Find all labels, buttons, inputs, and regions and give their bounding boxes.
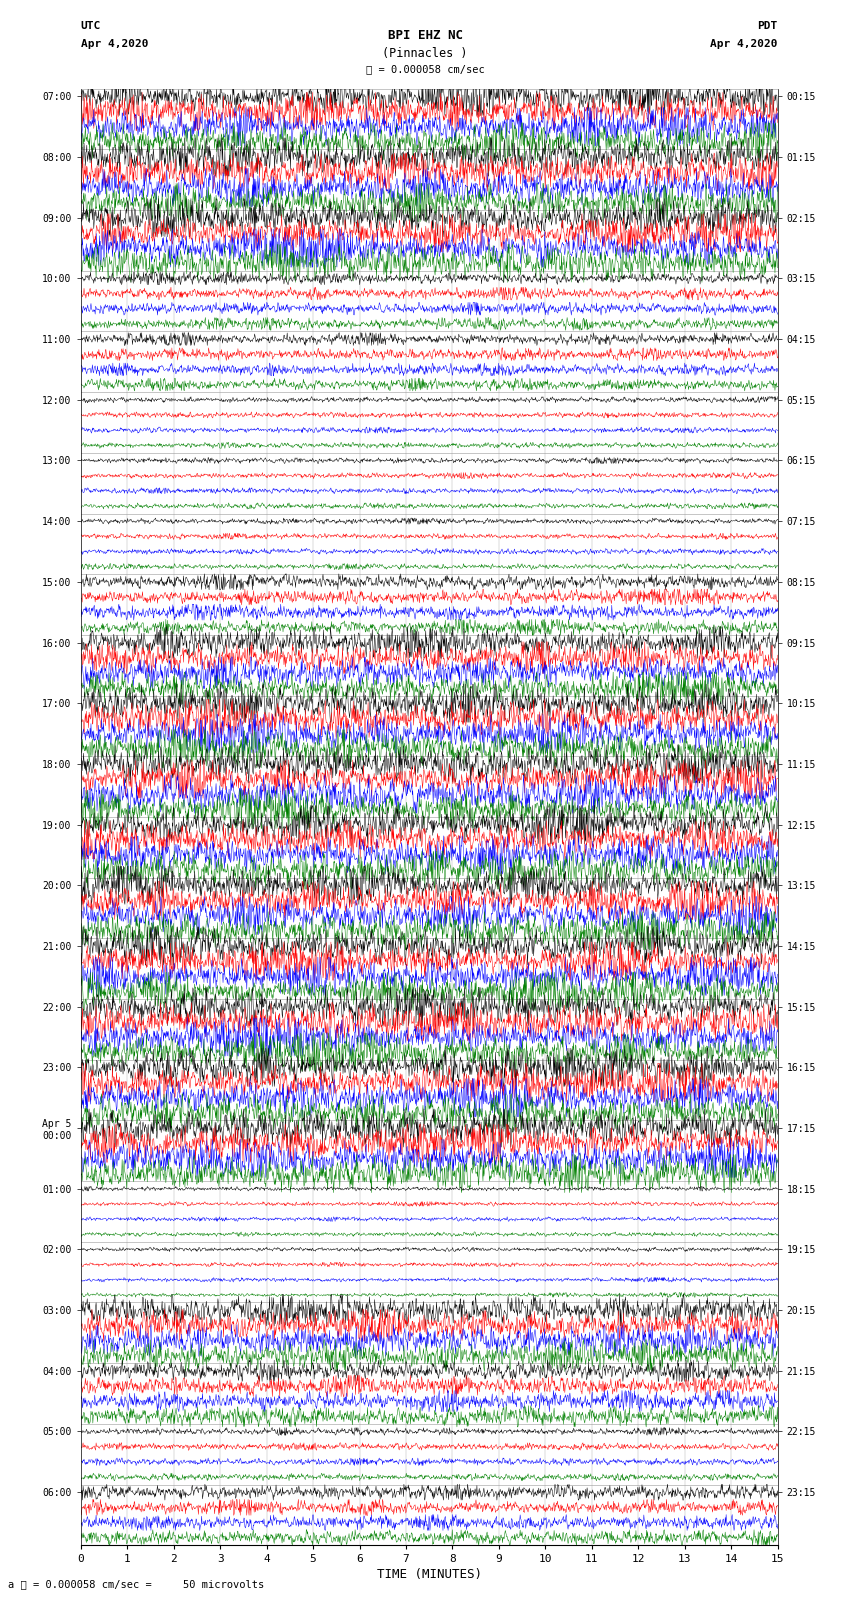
Text: Apr 4,2020: Apr 4,2020	[711, 39, 778, 48]
Text: Apr 4,2020: Apr 4,2020	[81, 39, 148, 48]
Text: UTC: UTC	[81, 21, 101, 31]
Text: ⏐ = 0.000058 cm/sec: ⏐ = 0.000058 cm/sec	[366, 65, 484, 74]
Text: BPI EHZ NC: BPI EHZ NC	[388, 29, 462, 42]
Text: (Pinnacles ): (Pinnacles )	[382, 47, 468, 60]
Text: PDT: PDT	[757, 21, 778, 31]
Text: a ⏐ = 0.000058 cm/sec =     50 microvolts: a ⏐ = 0.000058 cm/sec = 50 microvolts	[8, 1579, 264, 1589]
X-axis label: TIME (MINUTES): TIME (MINUTES)	[377, 1568, 482, 1581]
